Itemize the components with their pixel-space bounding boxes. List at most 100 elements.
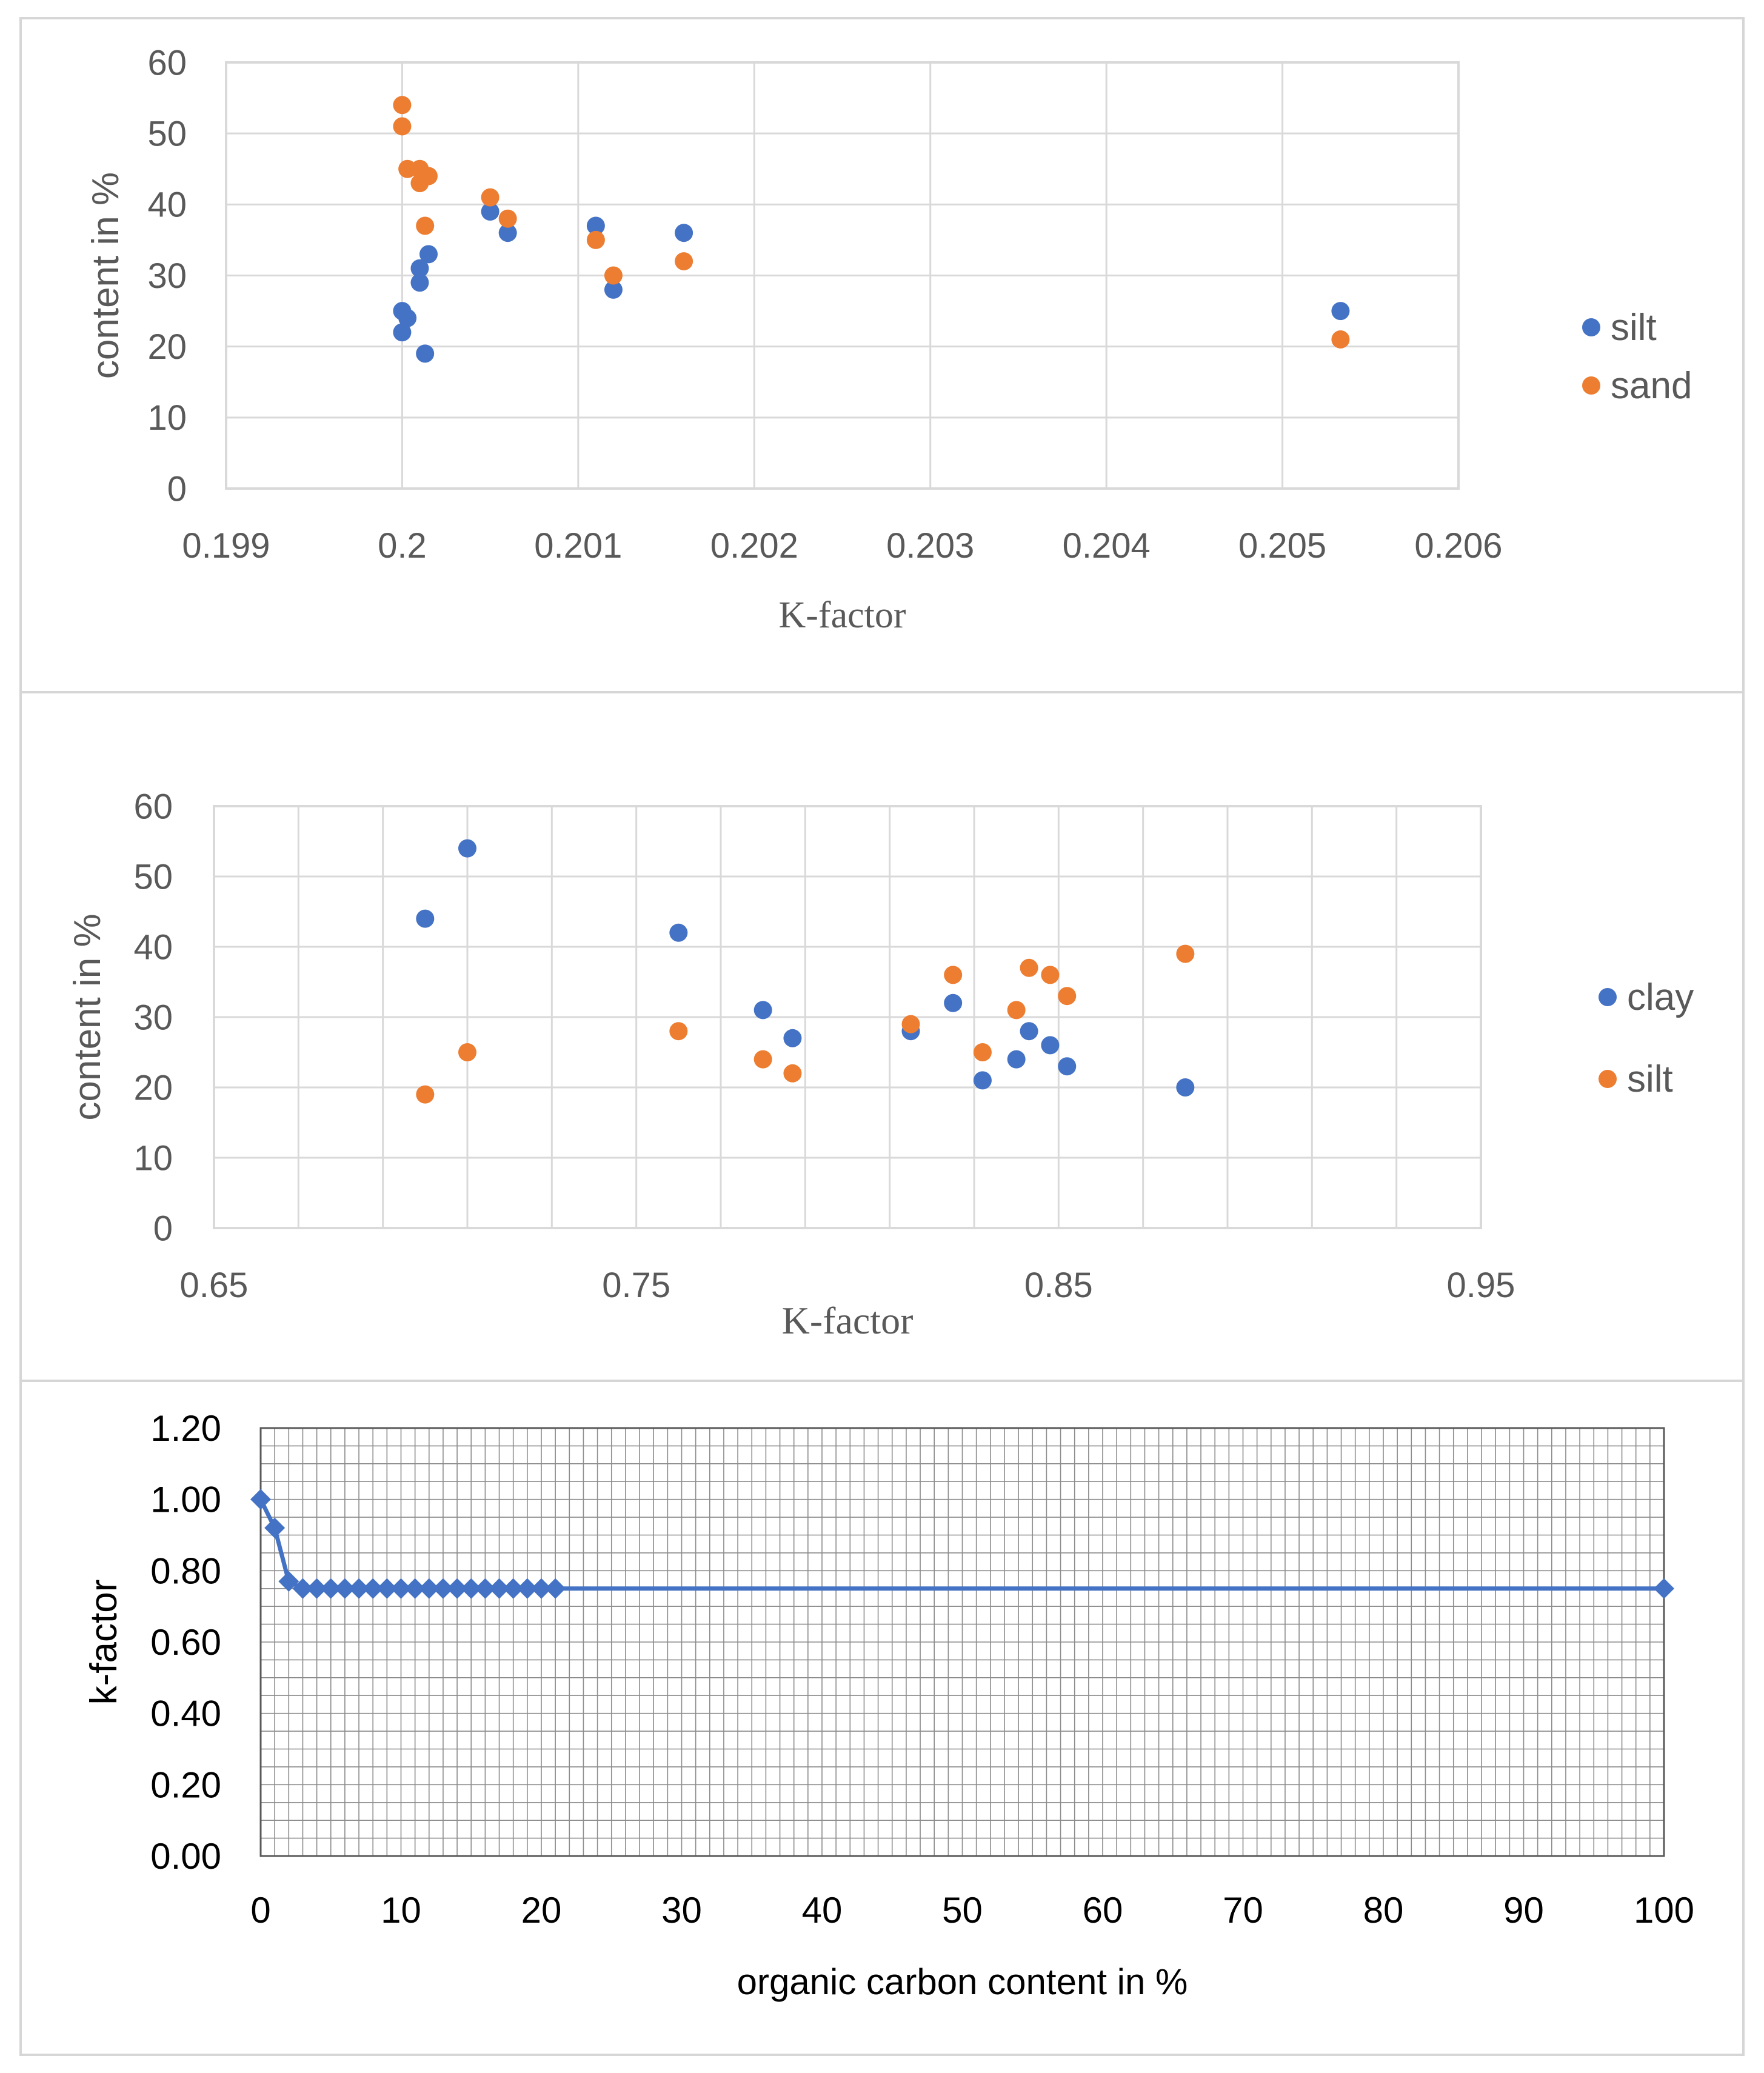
x-tick-label: 90 <box>1503 1890 1544 1931</box>
x-tick-label: 0.65 <box>180 1266 249 1305</box>
data-point-k-factor <box>447 1578 468 1599</box>
data-point-sand <box>481 188 499 207</box>
y-tick-label: 10 <box>133 1138 173 1178</box>
data-point-clay <box>1176 1078 1195 1097</box>
y-tick-label: 0 <box>167 469 187 509</box>
data-point-silt <box>1020 958 1038 977</box>
data-point-clay <box>458 839 476 858</box>
data-point-k-factor <box>475 1578 496 1599</box>
y-tick-label: 50 <box>133 857 173 896</box>
x-tick-label: 50 <box>942 1890 983 1931</box>
chart-3-gridlines <box>261 1428 1664 1856</box>
chart-1-y-tick-labels: 0 10 20 30 40 50 60 <box>147 43 187 509</box>
data-point-silt <box>416 344 435 363</box>
data-point-k-factor <box>250 1489 271 1510</box>
legend-label-silt: silt <box>1611 307 1657 349</box>
x-tick-label: 0.85 <box>1024 1266 1093 1305</box>
y-tick-label: 50 <box>147 114 187 153</box>
x-tick-label: 20 <box>521 1890 562 1931</box>
chart-1-x-tick-labels: 0.199 0.2 0.201 0.202 0.203 0.204 0.205 0.206 <box>182 526 1502 566</box>
legend-label-sand: sand <box>1611 365 1692 407</box>
chart-2-series-marks <box>416 839 1195 1104</box>
chart-1-k-factor-vs-content: 0 10 20 30 40 50 60 0.199 0.2 0.201 0.202 0.203 0.2… <box>85 43 1692 636</box>
data-point-sand <box>419 167 438 185</box>
figure-frame <box>19 17 1745 2056</box>
data-point-silt <box>393 323 412 342</box>
data-point-clay <box>1041 1036 1060 1055</box>
data-point-silt <box>604 280 623 299</box>
chart-2-x-tick-labels: 0.65 0.75 0.85 0.95 <box>180 1266 1515 1305</box>
data-point-silt <box>1176 944 1195 963</box>
data-point-silt <box>973 1043 992 1061</box>
x-tick-label: 10 <box>381 1890 421 1931</box>
data-point-k-factor <box>264 1517 286 1538</box>
y-tick-label: 1.20 <box>150 1408 221 1449</box>
data-point-sand <box>393 117 412 136</box>
data-point-silt <box>458 1043 476 1061</box>
data-point-k-factor <box>306 1578 327 1599</box>
data-point-k-factor <box>349 1578 370 1599</box>
legend-marker-clay <box>1599 988 1617 1006</box>
chart-2-y-axis-label: content in % <box>67 913 109 1120</box>
y-tick-label: 30 <box>147 256 187 296</box>
y-tick-label: 0.00 <box>150 1836 221 1877</box>
legend-label-clay: clay <box>1627 976 1694 1018</box>
chart-3-y-axis-label: k-factor <box>83 1580 125 1705</box>
data-point-k-factor <box>418 1578 439 1599</box>
y-tick-label: 0 <box>153 1209 173 1248</box>
chart-2-gridlines <box>214 806 1481 1228</box>
chart-3-series-marks <box>250 1489 1674 1599</box>
data-point-clay <box>1007 1050 1026 1069</box>
chart-3-plot-area <box>259 1427 1665 1857</box>
data-point-silt <box>498 224 517 242</box>
chart-2-legend: clay silt <box>1599 976 1694 1100</box>
y-tick-label: 0.20 <box>150 1764 221 1805</box>
legend-marker-silt <box>1599 1070 1617 1088</box>
data-point-k-factor <box>390 1578 412 1599</box>
data-point-k-factor <box>461 1578 482 1599</box>
x-tick-label: 80 <box>1363 1890 1404 1931</box>
chart-1-gridlines <box>226 62 1458 489</box>
data-point-k-factor <box>432 1578 453 1599</box>
x-tick-label: 0.199 <box>182 526 270 566</box>
chart-2-y-tick-labels: 0 10 20 30 40 50 60 <box>133 787 173 1248</box>
data-point-k-factor <box>292 1578 313 1599</box>
data-point-k-factor <box>278 1571 299 1592</box>
y-tick-label: 1.00 <box>150 1480 221 1520</box>
data-point-k-factor <box>1654 1578 1674 1599</box>
legend-marker-silt <box>1582 318 1600 336</box>
data-point-silt <box>416 1085 435 1104</box>
x-tick-label: 60 <box>1083 1890 1123 1931</box>
data-point-k-factor <box>545 1578 566 1599</box>
x-tick-label: 0.205 <box>1238 526 1326 566</box>
data-point-k-factor <box>516 1578 538 1599</box>
chart-1-plot-area <box>225 61 1460 490</box>
data-point-silt <box>481 202 499 221</box>
y-tick-label: 30 <box>133 998 173 1037</box>
x-tick-label: 40 <box>802 1890 843 1931</box>
data-point-sand <box>416 216 435 235</box>
data-point-silt <box>783 1064 802 1083</box>
data-point-silt <box>669 1022 688 1041</box>
data-point-sand <box>1331 330 1350 349</box>
chart-1-x-axis-label: K-factor <box>779 595 906 636</box>
chart-3-x-tick-labels: 0 10 20 30 40 50 60 70 80 90 100 <box>250 1890 1694 1931</box>
y-tick-label: 10 <box>147 398 187 438</box>
chart-1-series-marks <box>393 96 1350 363</box>
data-point-k-factor <box>320 1578 341 1599</box>
data-point-silt <box>419 245 438 264</box>
data-point-silt <box>1058 987 1077 1006</box>
y-tick-label: 0.40 <box>150 1694 221 1734</box>
data-point-clay <box>783 1029 802 1047</box>
data-point-k-factor <box>503 1578 524 1599</box>
data-point-k-factor <box>489 1578 510 1599</box>
data-point-k-factor <box>362 1578 384 1599</box>
y-tick-label: 60 <box>147 43 187 82</box>
data-point-sand <box>393 96 412 115</box>
x-tick-label: 0.75 <box>602 1266 670 1305</box>
chart-3-x-axis-label: organic carbon content in % <box>737 1961 1188 2002</box>
x-tick-label: 0.202 <box>710 526 798 566</box>
x-tick-label: 0.203 <box>886 526 974 566</box>
y-tick-label: 20 <box>133 1068 173 1107</box>
